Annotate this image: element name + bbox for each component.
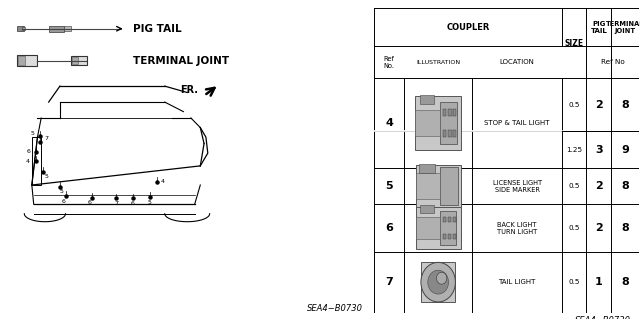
Text: 4: 4 [26, 159, 30, 164]
Text: 5: 5 [60, 189, 64, 194]
Text: 2: 2 [595, 100, 603, 110]
Bar [443, 109, 446, 115]
Bar [443, 234, 446, 239]
Text: 4: 4 [385, 118, 393, 128]
Text: SIZE: SIZE [564, 39, 584, 48]
Bar [440, 167, 458, 205]
Bar [17, 26, 24, 31]
Text: LICENSE LIGHT
SIDE MARKER: LICENSE LIGHT SIDE MARKER [493, 180, 541, 193]
Text: 8: 8 [621, 277, 629, 287]
Text: 6: 6 [26, 149, 30, 154]
Bar [18, 56, 26, 65]
Text: Ref No: Ref No [601, 59, 625, 65]
Text: 2: 2 [595, 181, 603, 191]
Text: 5: 5 [30, 131, 34, 136]
Bar [420, 95, 433, 104]
Text: 7: 7 [44, 136, 49, 141]
Bar [22, 27, 25, 30]
Text: 5: 5 [148, 200, 152, 205]
Text: 8: 8 [621, 181, 629, 191]
Bar [415, 96, 461, 150]
Text: TERMINAL
JOINT: TERMINAL JOINT [606, 20, 640, 33]
Text: Ref
No.: Ref No. [383, 56, 394, 69]
Text: ILLUSTRATION: ILLUSTRATION [416, 60, 460, 64]
Bar [32, 137, 41, 185]
Bar [415, 207, 461, 249]
Bar [440, 211, 456, 245]
Bar [421, 262, 456, 302]
Text: FR.: FR. [180, 85, 198, 95]
Text: 0.5: 0.5 [568, 279, 580, 285]
Text: 4: 4 [161, 179, 165, 184]
Text: LOCATION: LOCATION [500, 59, 534, 65]
Bar [415, 110, 440, 136]
Bar [448, 234, 451, 239]
Bar [63, 26, 71, 31]
Text: 7: 7 [385, 277, 393, 287]
Text: PIG TAIL: PIG TAIL [133, 24, 182, 34]
Bar [415, 165, 461, 208]
Text: 6: 6 [131, 201, 135, 206]
Text: 8: 8 [621, 223, 629, 233]
Text: 1.25: 1.25 [566, 147, 582, 152]
Text: 7: 7 [114, 201, 118, 206]
Text: 5: 5 [44, 174, 48, 179]
Bar [449, 130, 452, 137]
Bar [440, 102, 457, 144]
Ellipse shape [421, 262, 456, 302]
Bar [453, 109, 456, 115]
Ellipse shape [436, 272, 447, 284]
Text: BACK LIGHT
TURN LIGHT: BACK LIGHT TURN LIGHT [497, 222, 538, 234]
Text: COUPLER: COUPLER [446, 23, 490, 32]
Bar [448, 217, 451, 222]
Text: SEA4−B0730: SEA4−B0730 [575, 316, 632, 319]
Bar [49, 26, 63, 32]
Text: 5: 5 [385, 181, 393, 191]
Bar [443, 217, 446, 222]
Text: 1: 1 [595, 277, 603, 287]
Text: SEA4−B0730: SEA4−B0730 [307, 304, 363, 313]
Bar [17, 55, 37, 66]
Text: PIG
TAIL: PIG TAIL [591, 20, 607, 33]
Bar [72, 57, 78, 64]
Text: 6: 6 [61, 199, 65, 204]
Bar [415, 174, 440, 199]
Bar [415, 218, 440, 239]
Text: 3: 3 [595, 145, 603, 155]
Text: TERMINAL JOINT: TERMINAL JOINT [133, 56, 229, 66]
Text: 0.5: 0.5 [568, 225, 580, 231]
Bar [71, 56, 87, 65]
Text: 2: 2 [595, 223, 603, 233]
Text: STOP & TAIL LIGHT: STOP & TAIL LIGHT [484, 120, 550, 126]
Text: 6: 6 [385, 223, 393, 233]
Bar [420, 205, 434, 213]
Text: 9: 9 [621, 145, 629, 155]
Bar [443, 130, 446, 137]
Bar [419, 164, 435, 173]
Bar [452, 234, 456, 239]
Text: 6: 6 [88, 200, 92, 205]
Ellipse shape [428, 270, 449, 294]
Bar [449, 109, 452, 115]
Text: 0.5: 0.5 [568, 183, 580, 189]
Bar [453, 130, 456, 137]
Text: 8: 8 [621, 100, 629, 110]
Text: TAIL LIGHT: TAIL LIGHT [499, 279, 536, 285]
Bar [452, 217, 456, 222]
Text: 0.5: 0.5 [568, 102, 580, 108]
